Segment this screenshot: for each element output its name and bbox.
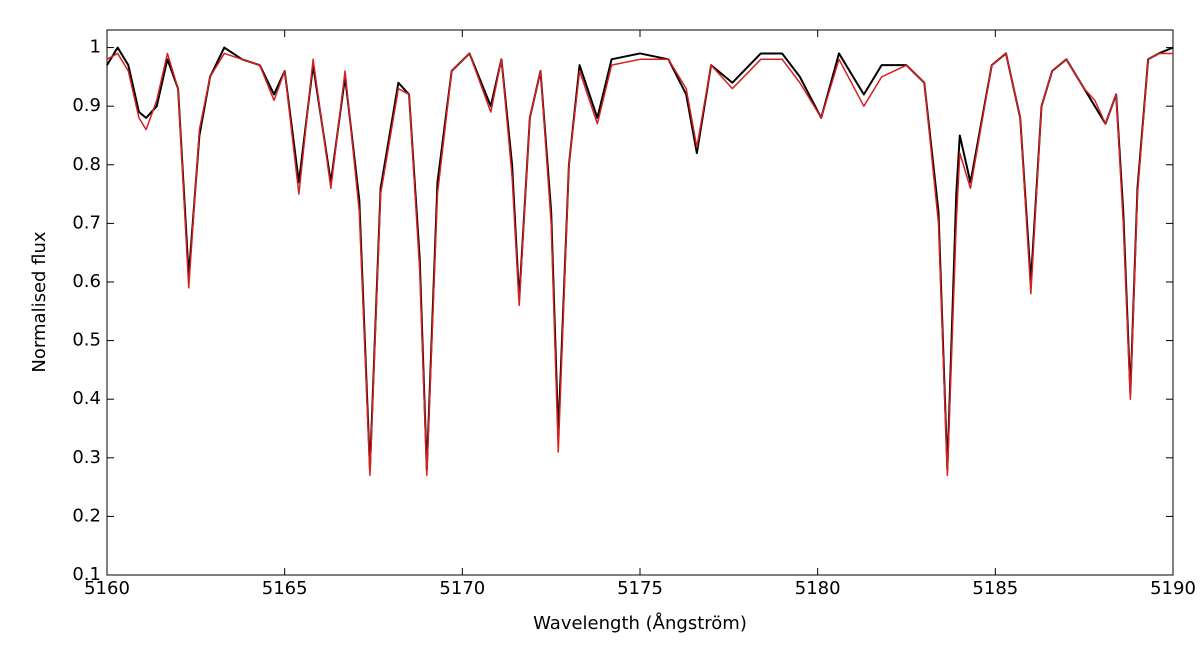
y-tick-label: 0.9 [72,95,101,116]
y-tick-label: 0.1 [72,564,101,585]
y-tick-label: 0.4 [72,388,101,409]
spectrum-line [106,46,1174,471]
x-axis-label: Wavelength (Ångström) [533,612,747,634]
x-tick-label: 5185 [972,578,1018,599]
x-tick-label: 5160 [84,578,130,599]
x-tick-label: 5165 [262,578,308,599]
y-axis-label: Normalised flux [29,231,50,372]
y-tick-label: 0.8 [72,154,101,175]
y-tick-label: 0.2 [72,505,101,526]
y-tick-label: 0.6 [72,271,101,292]
x-tick-label: 5175 [617,578,663,599]
spectrum-line [106,52,1173,477]
y-tick-label: 0.7 [72,212,101,233]
x-tick-label: 5190 [1150,578,1196,599]
plot-frame [106,29,1174,576]
x-tick-label: 5180 [795,578,841,599]
y-tick-label: 0.3 [72,447,101,468]
y-tick-label: 1 [90,37,101,58]
x-tick-label: 5170 [439,578,485,599]
y-tick-label: 0.5 [72,330,101,351]
